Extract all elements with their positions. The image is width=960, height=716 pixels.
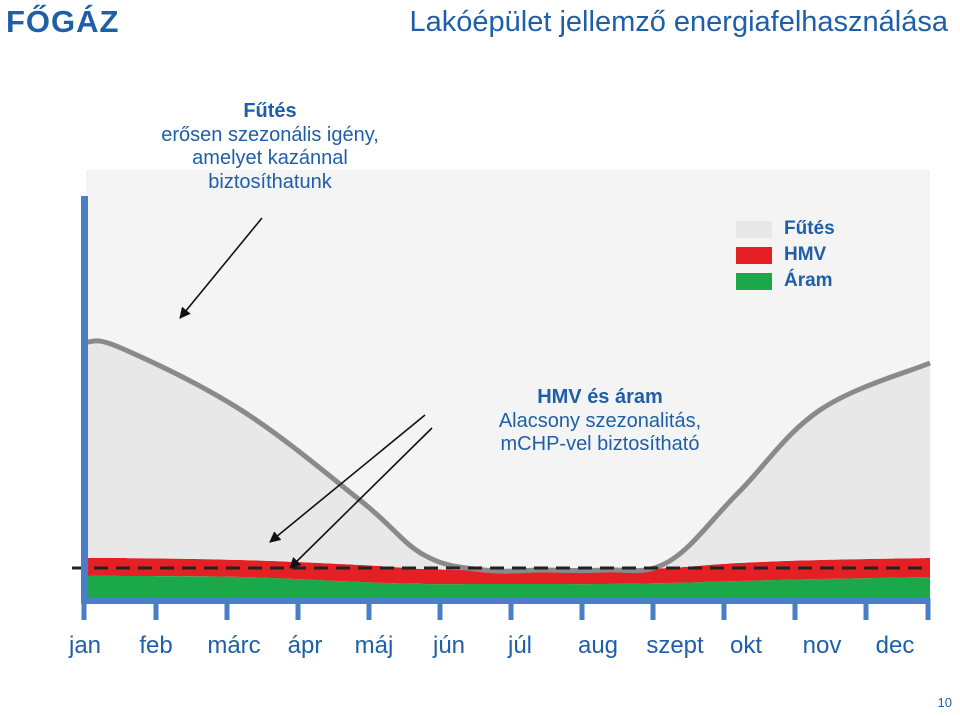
month-tick-label: dec xyxy=(876,632,915,659)
month-tick-label: aug xyxy=(578,632,618,659)
legend-item-heating: Fűtés xyxy=(736,216,835,242)
legend-label: HMV xyxy=(784,244,827,265)
x-axis-tick xyxy=(224,598,230,620)
legend-item-power: Áram xyxy=(736,268,835,294)
x-axis-tick xyxy=(153,598,159,620)
power-arrow xyxy=(289,427,433,569)
legend-label: Áram xyxy=(784,270,833,291)
month-tick-label: feb xyxy=(139,632,172,659)
fogaz-logo: FŐGÁZ xyxy=(6,4,120,39)
x-axis-tick xyxy=(792,598,798,620)
month-tick-label: szept xyxy=(646,632,704,659)
heating-annotation-line: biztosíthatunk xyxy=(208,170,332,193)
heating-annotation-line: erősen szezonális igény, xyxy=(161,123,379,146)
legend-label: Fűtés xyxy=(784,218,835,239)
hmv-power-annotation-line: Alacsony szezonalitás, xyxy=(498,409,702,432)
heating-annotation: Fűtés erősen szezonális igény, amelyet k… xyxy=(120,100,420,194)
x-axis-tick xyxy=(721,598,727,620)
legend-item-hmv: HMV xyxy=(736,242,835,268)
series-area-power xyxy=(86,575,930,598)
legend-swatch-hmv xyxy=(736,246,772,264)
legend-swatch-power xyxy=(736,272,772,290)
month-tick-label: okt xyxy=(730,632,762,659)
heating-arrow xyxy=(179,217,263,319)
hmv-arrow xyxy=(269,414,426,543)
x-axis-tick xyxy=(650,598,656,620)
chart-legend: Fűtés HMV Áram xyxy=(736,216,835,294)
heating-curve-line xyxy=(85,338,931,574)
month-tick-label: jún xyxy=(432,632,465,659)
month-tick-label: nov xyxy=(803,632,842,659)
month-tick-label: jan xyxy=(68,632,101,659)
hmv-power-annotation: HMV és áram Alacsony szezonalitás, mCHP-… xyxy=(440,386,760,457)
heating-annotation-heading: Fűtés xyxy=(243,100,297,122)
x-axis-tick xyxy=(508,598,514,620)
x-axis-tick xyxy=(81,598,87,620)
page-number: 10 xyxy=(937,695,952,710)
month-tick-label: ápr xyxy=(288,632,323,659)
hmv-power-annotation-line: mCHP-vel biztosítható xyxy=(500,433,700,456)
heating-annotation-line: amelyet kazánnal xyxy=(192,147,348,170)
legend-swatch-heating xyxy=(736,220,772,238)
x-axis-tick xyxy=(579,598,585,620)
month-tick-label: júl xyxy=(507,632,532,659)
x-axis-tick xyxy=(295,598,301,620)
x-axis-tick xyxy=(863,598,869,620)
hmv-power-annotation-heading: HMV és áram xyxy=(537,386,663,408)
x-axis-line xyxy=(81,598,930,604)
month-tick-label: márc xyxy=(207,632,260,659)
x-axis-tick xyxy=(437,598,443,620)
x-axis-tick xyxy=(925,598,931,620)
month-tick-label: máj xyxy=(355,632,394,659)
y-axis-line xyxy=(81,196,88,598)
x-axis-tick xyxy=(366,598,372,620)
page-title: Lakóépület jellemző energiafelhasználása xyxy=(409,6,948,38)
